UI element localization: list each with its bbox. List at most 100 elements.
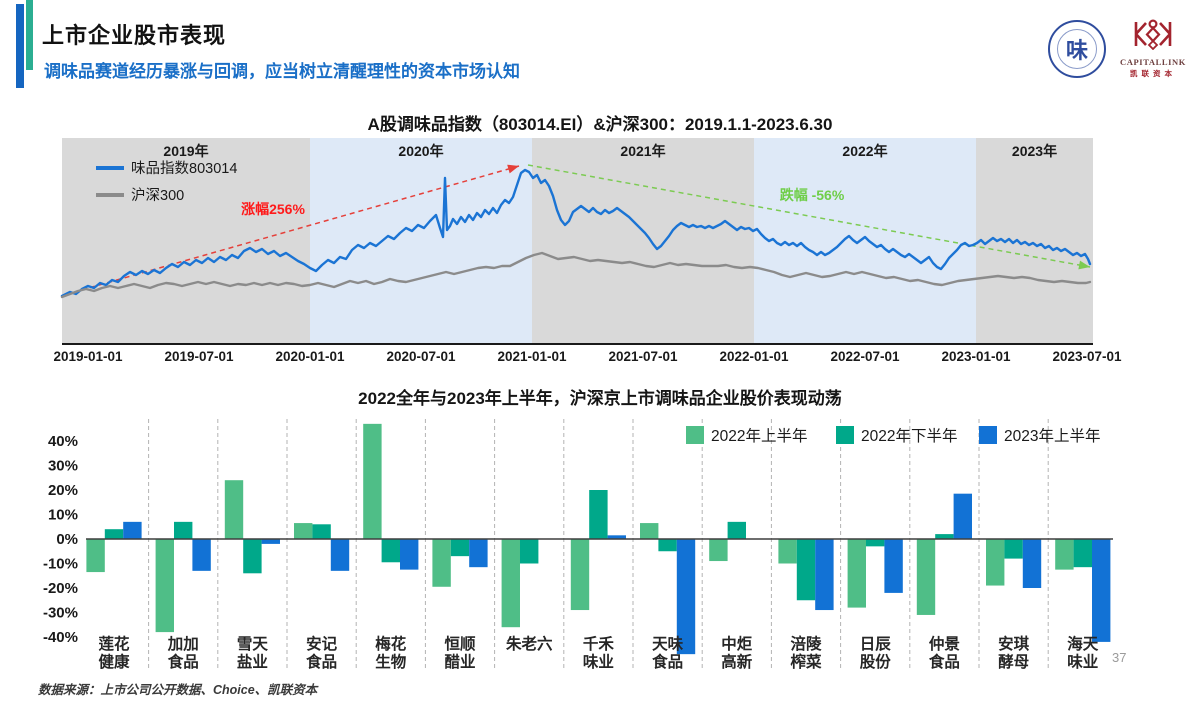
legend-label: 2023年上半年 (1004, 427, 1100, 445)
x-tick-label: 2020-07-01 (386, 349, 456, 364)
bar-2022年下半年 (381, 539, 400, 563)
bar-2022年下半年 (104, 529, 124, 539)
company-label: 朱老六 (506, 634, 553, 653)
seal-character: 味 (1065, 38, 1088, 63)
bar-2022年下半年 (935, 534, 954, 539)
bar-2023年上半年 (1092, 539, 1111, 642)
company-label: 加加食品 (167, 635, 199, 671)
year-band (62, 138, 310, 345)
company-label: 安琪酵母 (998, 634, 1030, 671)
x-tick-label: 2022-01-01 (719, 349, 789, 364)
capitallink-chinese-name: 凯联资本 (1130, 69, 1176, 78)
bar-2022年下半年 (866, 539, 885, 547)
association-seal-logo: 味 (1048, 20, 1106, 78)
bar-2022年上半年 (294, 523, 313, 539)
bar-2023年上半年 (815, 539, 834, 611)
y-tick-label: -40% (43, 629, 78, 646)
company-label: 中炬高新 (721, 634, 753, 671)
y-tick-label: 30% (48, 458, 78, 475)
year-band-label: 2023年 (1012, 143, 1057, 159)
bar-2023年上半年 (261, 539, 280, 544)
bar-2022年上半年 (1055, 539, 1074, 570)
bar-2023年上半年 (400, 539, 419, 570)
bar-2022年下半年 (243, 539, 262, 574)
bar-2023年上半年 (330, 539, 350, 571)
legend-swatch (836, 426, 854, 444)
legend-label: 2022年上半年 (711, 427, 807, 445)
legend-swatch (686, 426, 704, 444)
x-tick-label: 2020-01-01 (275, 349, 345, 364)
legend-swatch (979, 426, 997, 444)
bar-2022年上半年 (86, 539, 105, 573)
bar-2023年上半年 (607, 535, 626, 539)
page-subtitle: 调味品赛道经历暴涨与回调，应当树立清醒理性的资本市场认知 (44, 62, 520, 81)
bar-2022年上半年 (155, 539, 174, 633)
bar-2022年下半年 (312, 524, 331, 539)
bar-2022年下半年 (174, 521, 193, 539)
y-tick-label: 40% (48, 433, 78, 450)
bar-2022年下半年 (796, 539, 816, 601)
bar-2022年下半年 (727, 521, 746, 539)
company-returns-bar-chart: 40% 30% 20% 10% 0% -10% -20% -30% -40% 莲花健康 加加食品 雪天… (43, 419, 1113, 671)
bar-2023年上半年 (1022, 539, 1042, 588)
company-label: 涪陵榨菜 (790, 634, 822, 671)
bar-2022年上半年 (916, 539, 936, 615)
capitallink-glyph-icon (1134, 19, 1172, 51)
bar-2022年上半年 (778, 539, 797, 564)
bar-2022年上半年 (640, 523, 659, 539)
y-tick-label: 20% (48, 482, 78, 499)
company-label: 海天味业 (1067, 634, 1099, 671)
bar-2023年上半年 (123, 521, 142, 539)
company-label: 莲花健康 (98, 634, 130, 671)
year-band-label: 2020年 (398, 143, 443, 159)
bar-2022年下半年 (450, 539, 470, 557)
y-tick-label: -30% (43, 605, 78, 622)
y-tick-label: 0% (56, 531, 78, 548)
legend-label: 2022年下半年 (861, 427, 957, 445)
legend-label: 味品指数803014 (131, 160, 237, 177)
bar-2022年上半年 (986, 539, 1005, 586)
company-label: 安记食品 (305, 634, 338, 671)
bar-2022年上半年 (224, 480, 244, 539)
series-line-味品指数803014 (60, 168, 1092, 298)
accent-bar-teal (26, 0, 33, 70)
company-label: 天味食品 (651, 634, 684, 671)
bar-2023年上半年 (676, 539, 696, 655)
year-band-label: 2021年 (620, 143, 665, 159)
x-tick-label: 2022-07-01 (830, 349, 900, 364)
rise-arrow-head (507, 164, 519, 174)
bar-2022年上半年 (432, 539, 451, 587)
company-label: 日辰股份 (860, 635, 892, 671)
x-tick-label: 2023-07-01 (1052, 349, 1122, 364)
legend-label: 沪深300 (131, 187, 184, 204)
year-band (310, 138, 532, 345)
trend-annotation: 涨幅256% (241, 201, 305, 217)
bar-2022年上半年 (847, 539, 866, 608)
bar-2022年上半年 (709, 539, 728, 562)
bar-2022年下半年 (589, 490, 608, 539)
bar-chart-title: 2022全年与2023年上半年，沪深京上市调味品企业股价表现动荡 (358, 389, 842, 408)
capitallink-logo: CAPITALLINK 凯联资本 (1118, 18, 1188, 78)
company-label: 千禾味业 (583, 635, 615, 671)
bar-2022年上半年 (501, 539, 520, 628)
bar-2022年上半年 (570, 539, 590, 611)
company-label: 梅花生物 (375, 634, 407, 671)
y-tick-label: -10% (43, 556, 78, 573)
year-band (976, 138, 1093, 345)
bar-2022年下半年 (1073, 539, 1092, 568)
line-chart-x-axis: 2019-01-01 2019-07-01 2020-01-01 2020-07-01… (0, 349, 1200, 367)
year-band (532, 138, 754, 345)
year-band-label: 2022年 (842, 143, 887, 159)
bar-2022年下半年 (520, 539, 539, 564)
page-number: 37 (1112, 650, 1127, 665)
y-tick-label: 10% (48, 507, 78, 524)
rise-arrow-line (63, 165, 520, 296)
trend-annotation: 跌幅 -56% (780, 187, 845, 203)
bar-2023年上半年 (192, 539, 211, 571)
company-label: 雪天盐业 (237, 635, 269, 671)
company-label: 恒顺醋业 (444, 634, 476, 671)
bar-2023年上半年 (884, 539, 903, 593)
line-chart-title: A股调味品指数（803014.EI）&沪深300：2019.1.1-2023.6… (367, 115, 833, 134)
